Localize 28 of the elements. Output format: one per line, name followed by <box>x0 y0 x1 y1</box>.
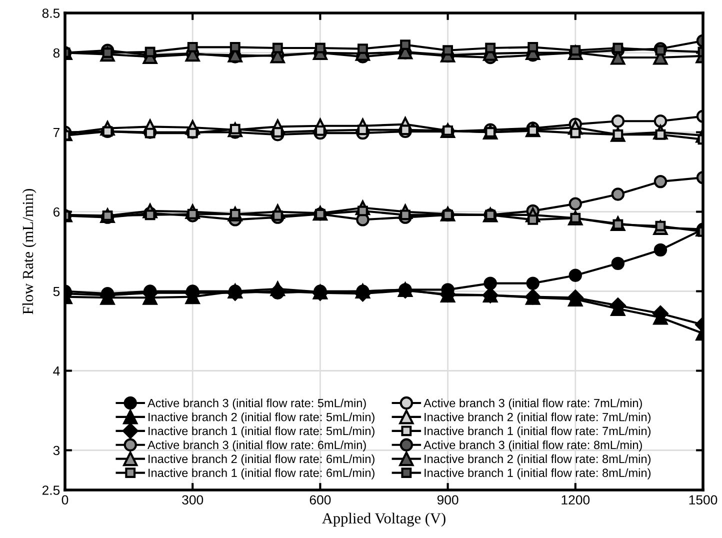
y-tick-label: 8 <box>53 48 60 58</box>
x-tick-label: 0 <box>62 495 68 505</box>
legend-label: Inactive branch 2 (initial flow rate: 8mL/min) <box>424 454 650 466</box>
legend-label: Inactive branch 1 (initial flow rate: 7mL/min) <box>424 426 650 438</box>
legend-label: Inactive branch 1 (initial flow rate: 5mL/min) <box>148 426 374 438</box>
x-tick-label: 900 <box>437 495 458 505</box>
x-axis-title: Applied Voltage (V) <box>322 512 446 527</box>
legend-label: Inactive branch 1 (initial flow rate: 8mL/min) <box>424 468 650 480</box>
legend-label: Active branch 3 (initial flow rate: 8mL/min) <box>424 440 642 452</box>
y-tick-label: 8.5 <box>42 8 60 18</box>
y-tick-label: 4 <box>53 366 60 376</box>
y-tick-label: 6 <box>53 207 60 217</box>
legend-label: Inactive branch 2 (initial flow rate: 6mL/min) <box>148 454 374 466</box>
y-tick-label: 3 <box>53 446 60 456</box>
y-tick-label: 7 <box>53 128 60 138</box>
legend-label: Inactive branch 1 (initial flow rate: 6mL/min) <box>148 468 374 480</box>
y-tick-label: 5 <box>53 286 60 296</box>
x-tick-label: 300 <box>182 495 204 505</box>
x-tick-label: 1500 <box>689 495 718 505</box>
legend-label: Inactive branch 2 (initial flow rate: 5mL/min) <box>148 412 374 424</box>
legend-label: Active branch 3 (initial flow rate: 5mL/min) <box>148 398 366 410</box>
x-tick-label: 1200 <box>562 495 590 505</box>
x-tick-label: 600 <box>310 495 331 505</box>
y-axis-title: Flow Rate (mL/min) <box>22 188 36 314</box>
legend-label: Inactive branch 2 (initial flow rate: 7mL/min) <box>424 412 650 424</box>
legend-label: Active branch 3 (initial flow rate: 7mL/min) <box>424 398 642 410</box>
legend-label: Active branch 3 (initial flow rate: 6mL/min) <box>148 440 366 452</box>
y-tick-label: 2.5 <box>42 486 60 495</box>
